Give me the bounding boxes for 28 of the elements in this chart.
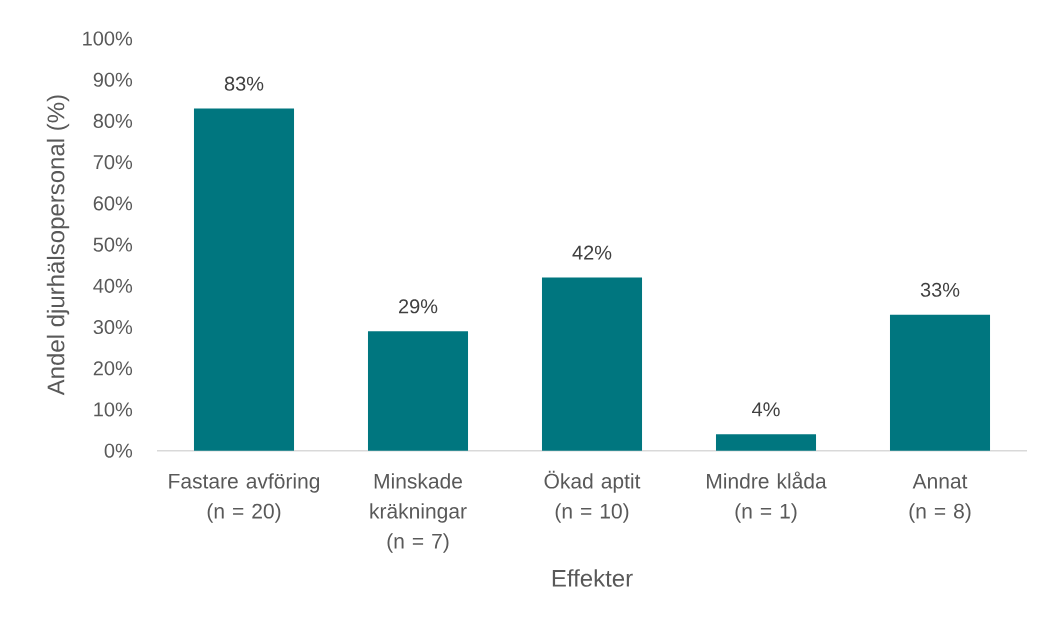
bar (367, 331, 469, 451)
x-tick-label: Annat (n = 8) (909, 473, 971, 523)
x-tick-label: Minskade kräkningar (n = 7) (370, 473, 467, 553)
bar (541, 277, 643, 451)
bar (889, 314, 991, 451)
y-tick-label: 100% (83, 31, 133, 46)
y-tick-label: 60% (93, 196, 133, 211)
data-label: 83% (224, 76, 264, 91)
x-axis-title: Effekter (552, 569, 633, 587)
data-label: 33% (920, 282, 960, 297)
data-label: 29% (398, 299, 438, 314)
y-tick-label: 0% (104, 443, 133, 458)
bar (193, 108, 295, 451)
x-tick-label: Ökad aptit (n = 10) (544, 470, 641, 523)
x-tick-label: Mindre klåda (n = 1) (707, 471, 827, 523)
data-label: 42% (572, 245, 612, 260)
y-tick-label: 10% (94, 402, 133, 417)
y-tick-label: 20% (93, 361, 133, 376)
x-tick-label: Fastare avföring (n = 20) (169, 473, 320, 523)
bar (715, 434, 817, 451)
y-tick-label: 80% (93, 113, 133, 129)
y-tick-label: 70% (93, 155, 133, 170)
y-tick-label: 40% (93, 278, 133, 293)
y-tick-label: 90% (93, 72, 133, 87)
data-label: 4% (752, 402, 780, 417)
y-axis-title: Andel djurhälsopersonal (%) (46, 95, 70, 396)
y-tick-label: 50% (93, 237, 133, 252)
y-tick-label: 30% (93, 319, 133, 335)
